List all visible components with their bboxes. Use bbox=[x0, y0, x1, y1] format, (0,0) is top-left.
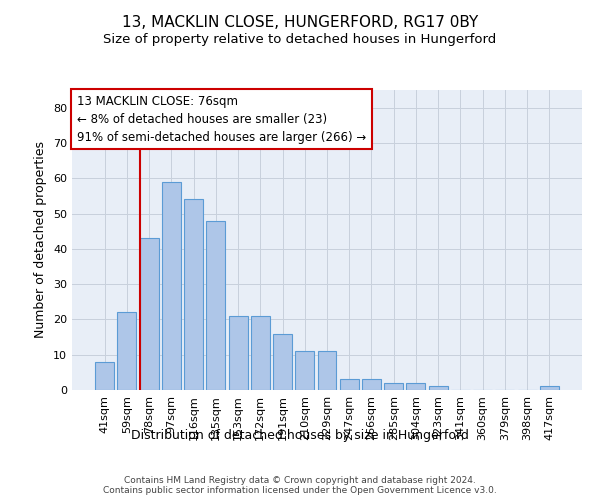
Bar bbox=[273, 334, 292, 390]
Bar bbox=[540, 386, 559, 390]
Bar bbox=[118, 312, 136, 390]
Bar bbox=[206, 220, 225, 390]
Y-axis label: Number of detached properties: Number of detached properties bbox=[34, 142, 47, 338]
Bar bbox=[95, 362, 114, 390]
Text: Distribution of detached houses by size in Hungerford: Distribution of detached houses by size … bbox=[131, 428, 469, 442]
Text: 13 MACKLIN CLOSE: 76sqm
← 8% of detached houses are smaller (23)
91% of semi-det: 13 MACKLIN CLOSE: 76sqm ← 8% of detached… bbox=[77, 94, 367, 144]
Bar bbox=[162, 182, 181, 390]
Text: Size of property relative to detached houses in Hungerford: Size of property relative to detached ho… bbox=[103, 32, 497, 46]
Bar bbox=[295, 351, 314, 390]
Bar bbox=[229, 316, 248, 390]
Bar bbox=[384, 383, 403, 390]
Bar bbox=[184, 200, 203, 390]
Text: 13, MACKLIN CLOSE, HUNGERFORD, RG17 0BY: 13, MACKLIN CLOSE, HUNGERFORD, RG17 0BY bbox=[122, 15, 478, 30]
Bar bbox=[429, 386, 448, 390]
Bar bbox=[140, 238, 158, 390]
Bar bbox=[251, 316, 270, 390]
Text: Contains HM Land Registry data © Crown copyright and database right 2024.
Contai: Contains HM Land Registry data © Crown c… bbox=[103, 476, 497, 495]
Bar bbox=[406, 383, 425, 390]
Bar bbox=[317, 351, 337, 390]
Bar bbox=[340, 380, 359, 390]
Bar bbox=[362, 380, 381, 390]
